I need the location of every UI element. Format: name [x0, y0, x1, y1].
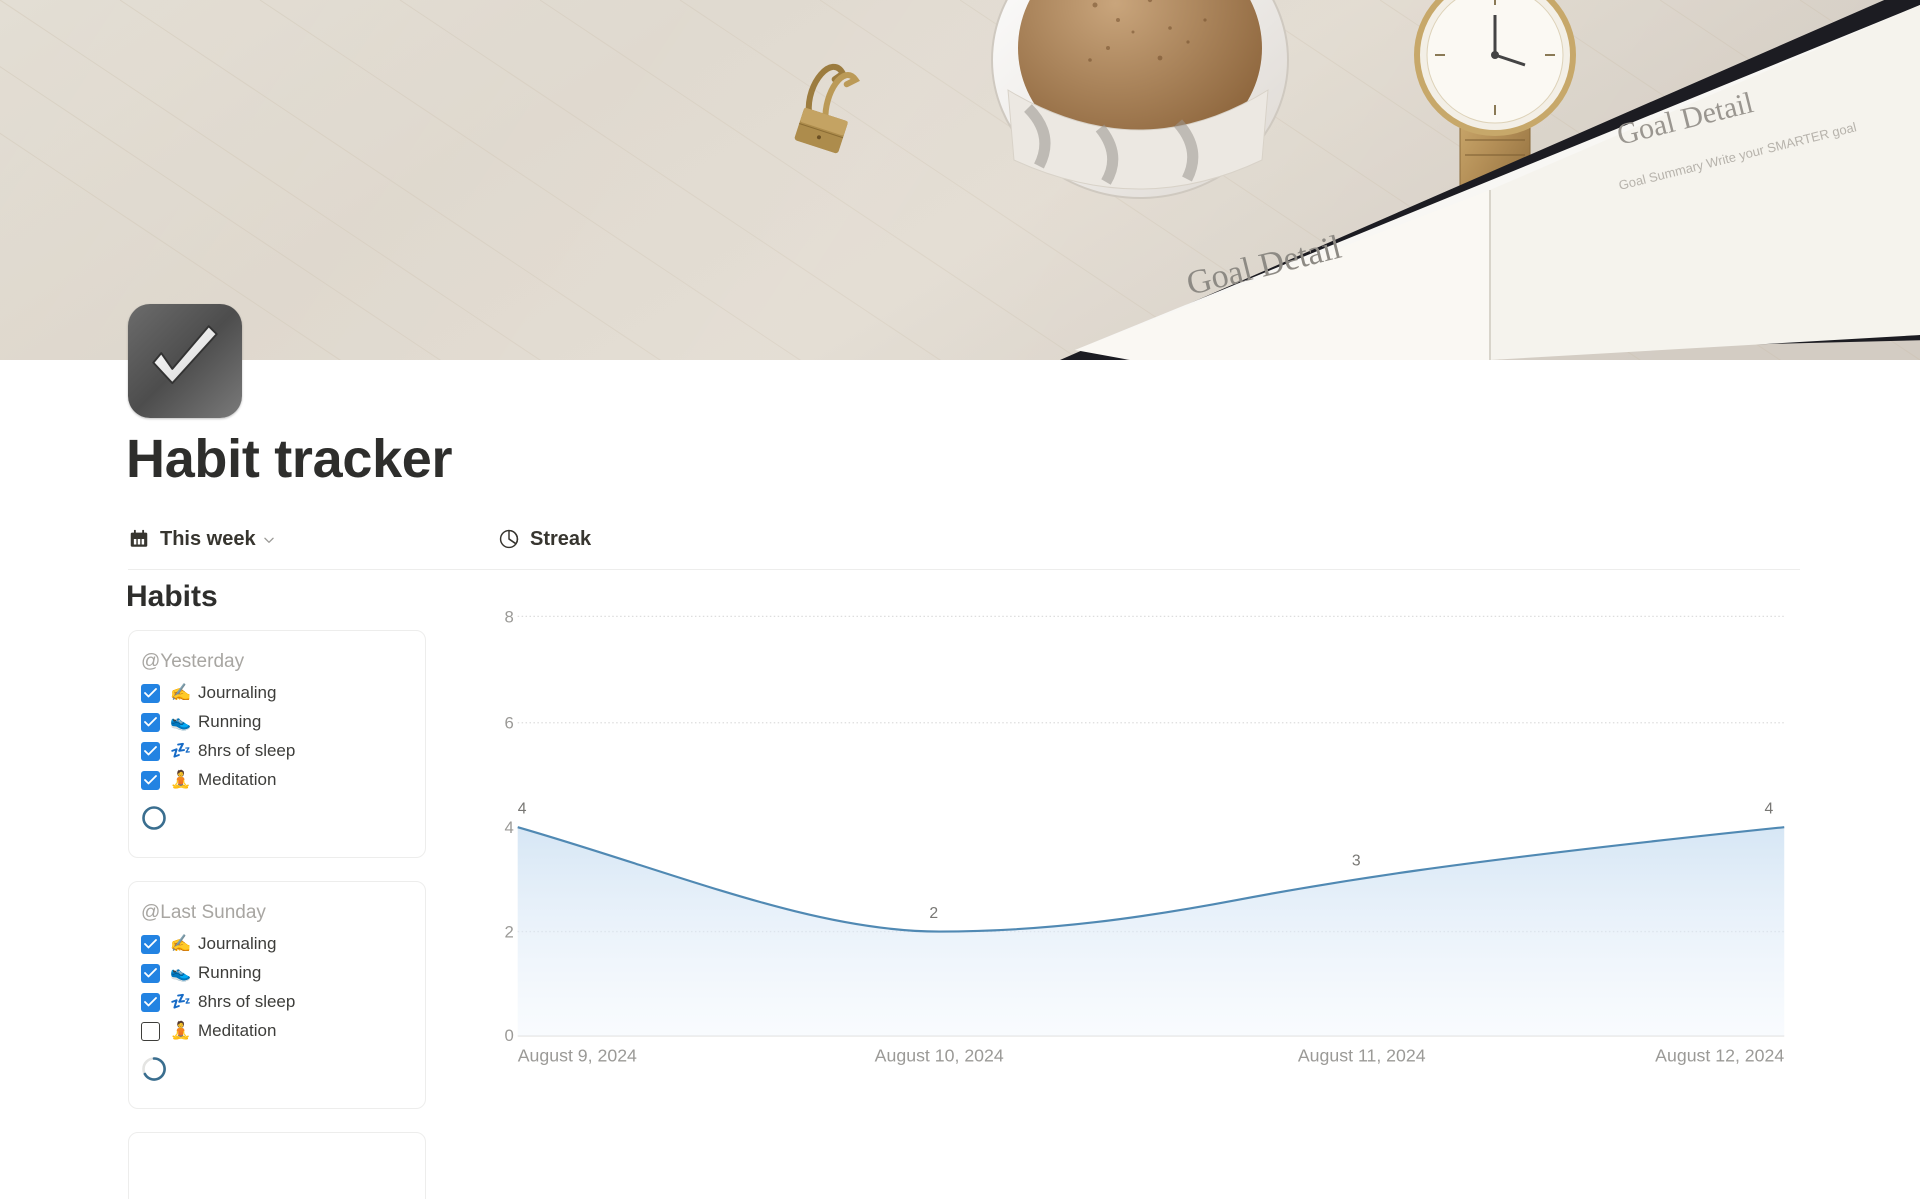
svg-text:6: 6	[504, 714, 513, 733]
svg-text:4: 4	[504, 818, 513, 837]
svg-text:August 11, 2024: August 11, 2024	[1298, 1046, 1426, 1066]
svg-text:3: 3	[1352, 853, 1361, 870]
svg-text:2: 2	[504, 922, 513, 941]
svg-text:August 10, 2024: August 10, 2024	[875, 1046, 1004, 1066]
svg-text:2: 2	[929, 905, 938, 922]
svg-text:August 12, 2024: August 12, 2024	[1655, 1046, 1784, 1066]
svg-text:8: 8	[504, 607, 513, 626]
svg-text:4: 4	[518, 800, 527, 817]
svg-text:0: 0	[504, 1026, 513, 1045]
svg-text:4: 4	[1765, 800, 1774, 817]
svg-text:August 9, 2024: August 9, 2024	[518, 1046, 637, 1066]
